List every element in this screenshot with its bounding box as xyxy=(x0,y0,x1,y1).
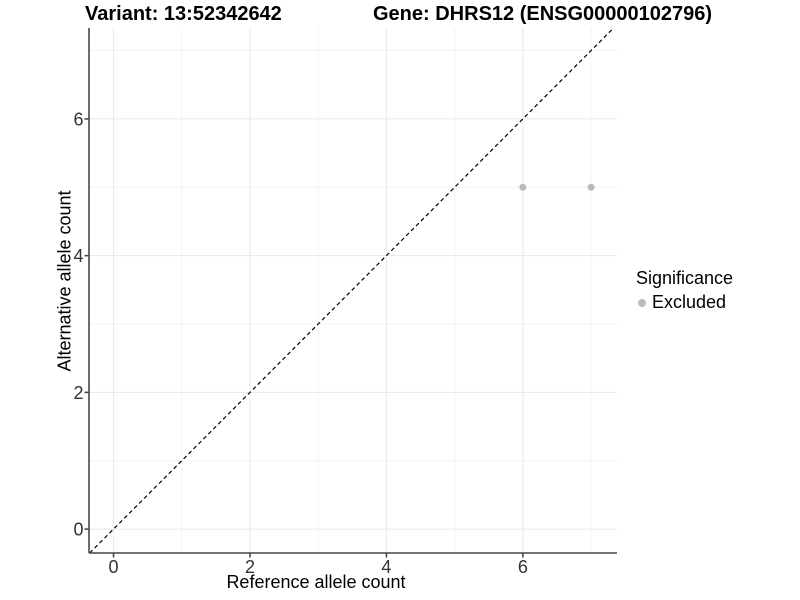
variant-title: Variant: 13:52342642 xyxy=(85,3,282,25)
y-tick-label: 4 xyxy=(73,246,83,266)
legend-item-label: Excluded xyxy=(652,292,727,312)
x-tick-label: 6 xyxy=(518,557,528,577)
y-tick-label: 0 xyxy=(73,520,83,540)
legend-title: Significance xyxy=(636,268,734,288)
x-tick-label: 4 xyxy=(381,557,391,577)
legend: Significance Excluded xyxy=(636,268,733,313)
x-tick-label: 0 xyxy=(109,557,119,577)
data-point xyxy=(587,183,595,191)
y-tick-label: 2 xyxy=(73,383,83,403)
excluded-point-icon xyxy=(638,298,646,307)
gene-title: Gene: DHRS12 (ENSG00000102796) xyxy=(373,3,713,25)
x-tick-label: 2 xyxy=(245,557,255,577)
y-tick-label: 6 xyxy=(73,109,83,129)
legend-item: Excluded xyxy=(636,292,733,313)
y-axis-title: Alternative allele count xyxy=(54,190,75,372)
identity-line xyxy=(89,27,615,554)
x-axis-title: Reference allele count xyxy=(226,572,406,592)
data-point xyxy=(519,183,527,191)
